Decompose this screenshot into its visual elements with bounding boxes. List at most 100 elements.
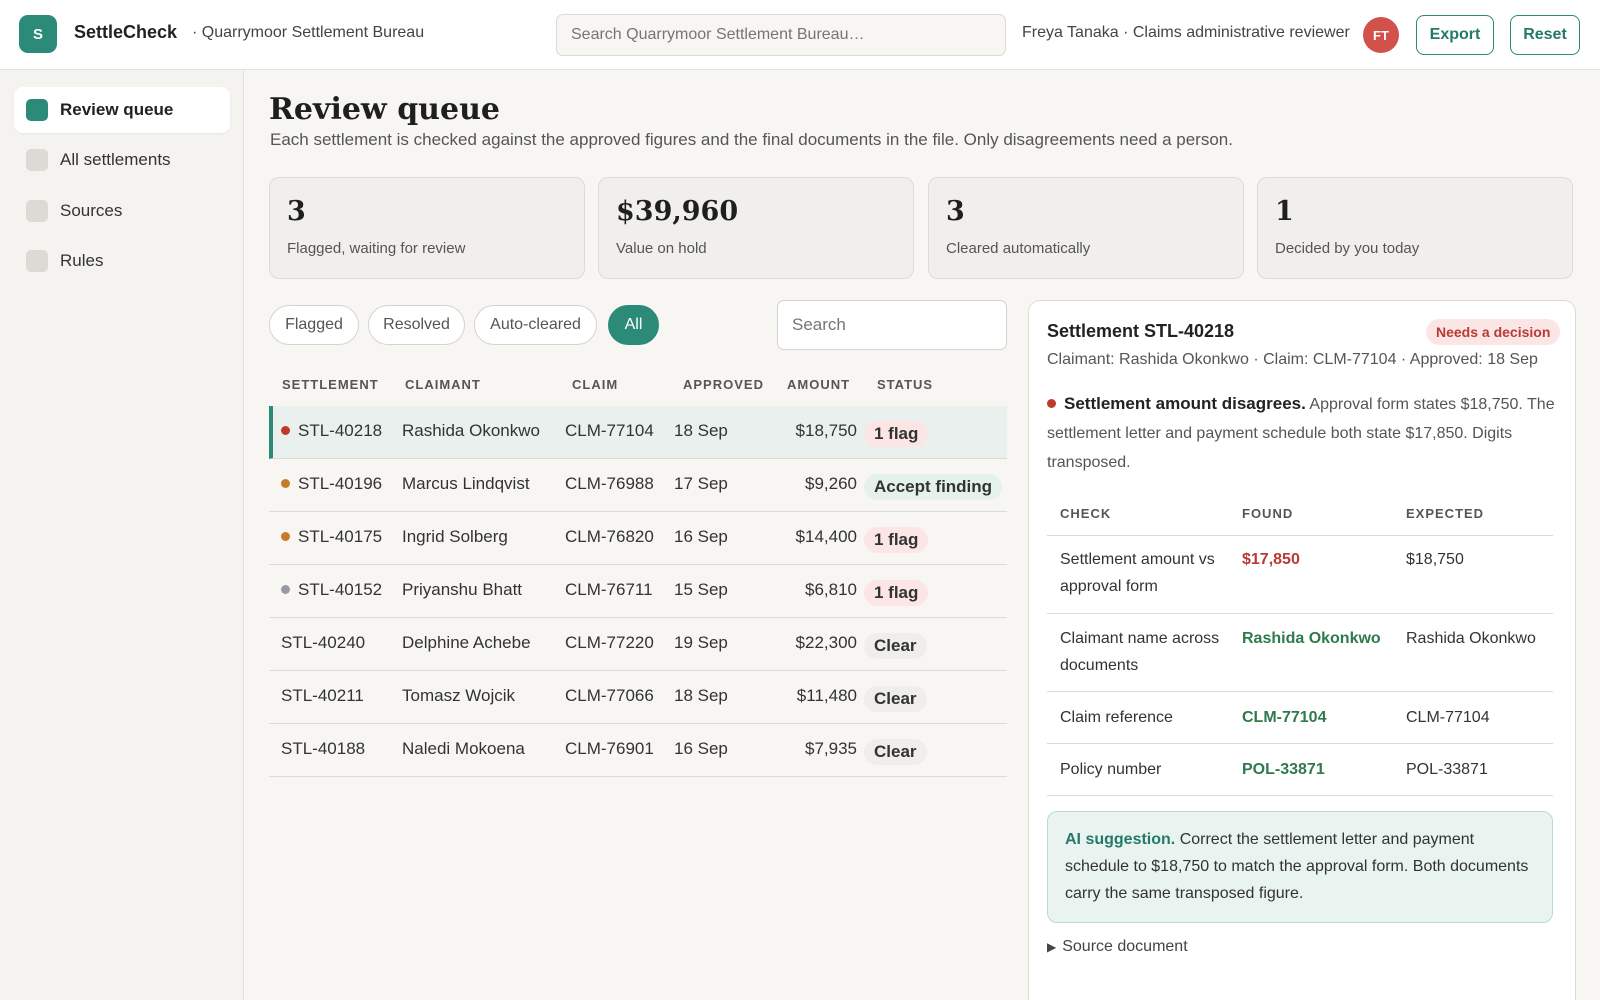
filter-flagged[interactable]: Flagged	[269, 305, 359, 345]
check-row: Claim reference CLM-77104 CLM-77104	[1047, 692, 1553, 744]
table-row[interactable]: STL-40175 Ingrid Solberg CLM-76820 16 Sep $1…	[269, 512, 1007, 565]
status-dot-icon	[281, 585, 290, 595]
review-queue-icon	[26, 99, 48, 121]
col-header-status[interactable]: STATUS	[877, 377, 934, 392]
check-col-header-found: FOUND	[1242, 506, 1294, 521]
detail-title: Settlement STL-40218	[1047, 321, 1235, 341]
settlement-id: STL-40152	[298, 580, 383, 599]
finding-text: Settlement amount disagrees. Approval fo…	[1047, 389, 1557, 477]
check-expected: $18,750	[1406, 551, 1464, 568]
check-col-header-check: CHECK	[1060, 506, 1112, 521]
check-found: $17,850	[1242, 551, 1300, 568]
page-title: Review queue	[269, 92, 500, 127]
finding-headline: Settlement amount disagrees.	[1064, 394, 1306, 413]
cell-approved: 15 Sep	[674, 580, 728, 599]
cell-amount: $18,750	[795, 421, 857, 440]
cell-approved: 19 Sep	[674, 633, 728, 652]
table-row[interactable]: STL-40240 Delphine Achebe CLM-77220 19 Sep $…	[269, 618, 1007, 671]
check-expected: Rashida Okonkwo	[1406, 630, 1536, 647]
sidebar-item-all-settlements[interactable]: All settlements	[14, 137, 230, 183]
all-settlements-icon	[26, 149, 48, 171]
cell-claimant: Delphine Achebe	[402, 633, 531, 652]
stat-card-flagged: 3 Flagged, waiting for review	[269, 177, 585, 279]
page-subtitle: Each settlement is checked against the a…	[270, 130, 1233, 149]
cell-approved: 17 Sep	[674, 474, 728, 493]
status-dot-icon	[281, 479, 290, 489]
status-badge: Needs a decision	[1426, 319, 1561, 345]
main-content: Review queue Each settlement is checked …	[244, 70, 1600, 1000]
flag-dot-icon	[1047, 399, 1056, 409]
source-document-toggle[interactable]: ▶ Source document	[1047, 938, 1188, 956]
settlement-id: STL-40196	[298, 474, 383, 493]
cell-claimant: Rashida Okonkwo	[402, 421, 540, 440]
filter-all[interactable]: All	[608, 305, 659, 345]
cell-approved: 18 Sep	[674, 686, 728, 705]
stat-card-decided: 1 Decided by you today	[1257, 177, 1573, 279]
cell-claim: CLM-76988	[565, 474, 654, 493]
cell-claimant: Ingrid Solberg	[402, 527, 508, 546]
cell-amount: $6,810	[805, 580, 857, 599]
stat-value: 3	[287, 196, 306, 227]
col-header-amount[interactable]: AMOUNT	[787, 377, 851, 392]
check-expected: POL-33871	[1406, 761, 1488, 778]
cell-claim: CLM-77104	[565, 421, 654, 440]
sidebar: Review queue All settlements Sources Rul…	[0, 70, 244, 1000]
table-row[interactable]: STL-40152 Priyanshu Bhatt CLM-76711 15 Sep $…	[269, 565, 1007, 618]
col-header-claimant[interactable]: CLAIMANT	[405, 377, 481, 392]
table-row[interactable]: STL-40188 Naledi Mokoena CLM-76901 16 Sep $7…	[269, 724, 1007, 777]
sidebar-item-rules[interactable]: Rules	[14, 238, 230, 284]
cell-claim: CLM-76711	[565, 580, 653, 599]
cell-settlement: STL-40196	[281, 474, 382, 494]
status-badge: 1 flag	[864, 421, 929, 447]
check-found: Rashida Okonkwo	[1242, 630, 1381, 647]
export-button[interactable]: Export	[1416, 15, 1494, 55]
sidebar-item-sources[interactable]: Sources	[14, 188, 230, 234]
cell-claim: CLM-77220	[565, 633, 654, 652]
check-header-divider	[1047, 535, 1553, 536]
sidebar-item-review-queue[interactable]: Review queue	[14, 87, 230, 133]
check-check: Claim reference	[1060, 709, 1173, 726]
stat-label: Flagged, waiting for review	[287, 240, 466, 257]
table-row[interactable]: STL-40196 Marcus Lindqvist CLM-76988 17 Sep…	[269, 459, 1007, 512]
cell-amount: $14,400	[795, 527, 857, 546]
app-logo[interactable]: S	[19, 15, 57, 53]
cell-settlement: STL-40175	[281, 527, 382, 547]
cell-claimant: Tomasz Wojcik	[402, 686, 516, 705]
stat-value: 3	[946, 196, 965, 227]
col-header-approved[interactable]: APPROVED	[683, 377, 764, 392]
check-expected: CLM-77104	[1406, 709, 1490, 726]
queue-search-input[interactable]	[777, 300, 1007, 350]
filter-resolved[interactable]: Resolved	[368, 305, 465, 345]
detail-meta: Claimant: Rashida Okonkwo · Claim: CLM-7…	[1047, 351, 1538, 368]
sidebar-item-label: All settlements	[60, 150, 171, 169]
cell-id: STL-40188	[281, 739, 366, 758]
sidebar-item-label: Rules	[60, 251, 104, 270]
status-badge: Accept finding	[864, 474, 1003, 500]
cell-claimant: Naledi Mokoena	[402, 739, 525, 758]
cell-claim: CLM-77066	[565, 686, 654, 705]
sidebar-item-label: Sources	[60, 201, 123, 220]
global-search-input[interactable]	[556, 14, 1006, 56]
check-row: Claimant name across documents Rashida Ok…	[1047, 614, 1553, 692]
check-row: Settlement amount vs approval form $17,85…	[1047, 535, 1553, 614]
check-col-header-expected: EXPECTED	[1406, 506, 1485, 521]
col-header-settlement[interactable]: SETTLEMENT	[282, 377, 379, 392]
cell-approved: 16 Sep	[674, 739, 728, 758]
table-row[interactable]: STL-40218 Rashida Okonkwo CLM-77104 18 Sep $…	[269, 406, 1007, 459]
table-row[interactable]: STL-40211 Tomasz Wojcik CLM-77066 18 Sep $11…	[269, 671, 1007, 724]
status-badge: Clear	[864, 739, 927, 765]
cell-amount: $9,260	[805, 474, 857, 493]
check-check: Policy number	[1060, 761, 1162, 778]
stat-value: 1	[1275, 196, 1294, 227]
filter-auto-cleared[interactable]: Auto-cleared	[474, 305, 597, 345]
bureau-name: · Quarrymoor Settlement Bureau	[192, 24, 425, 41]
sources-icon	[26, 200, 48, 222]
avatar[interactable]: FT	[1363, 17, 1399, 53]
cell-settlement: STL-40152	[281, 580, 382, 600]
col-header-claim[interactable]: CLAIM	[572, 377, 619, 392]
cell-amount: $22,300	[795, 633, 857, 652]
reset-button[interactable]: Reset	[1510, 15, 1580, 55]
cell-claim: CLM-76820	[565, 527, 654, 546]
check-found: POL-33871	[1242, 761, 1325, 778]
rules-icon	[26, 250, 48, 272]
